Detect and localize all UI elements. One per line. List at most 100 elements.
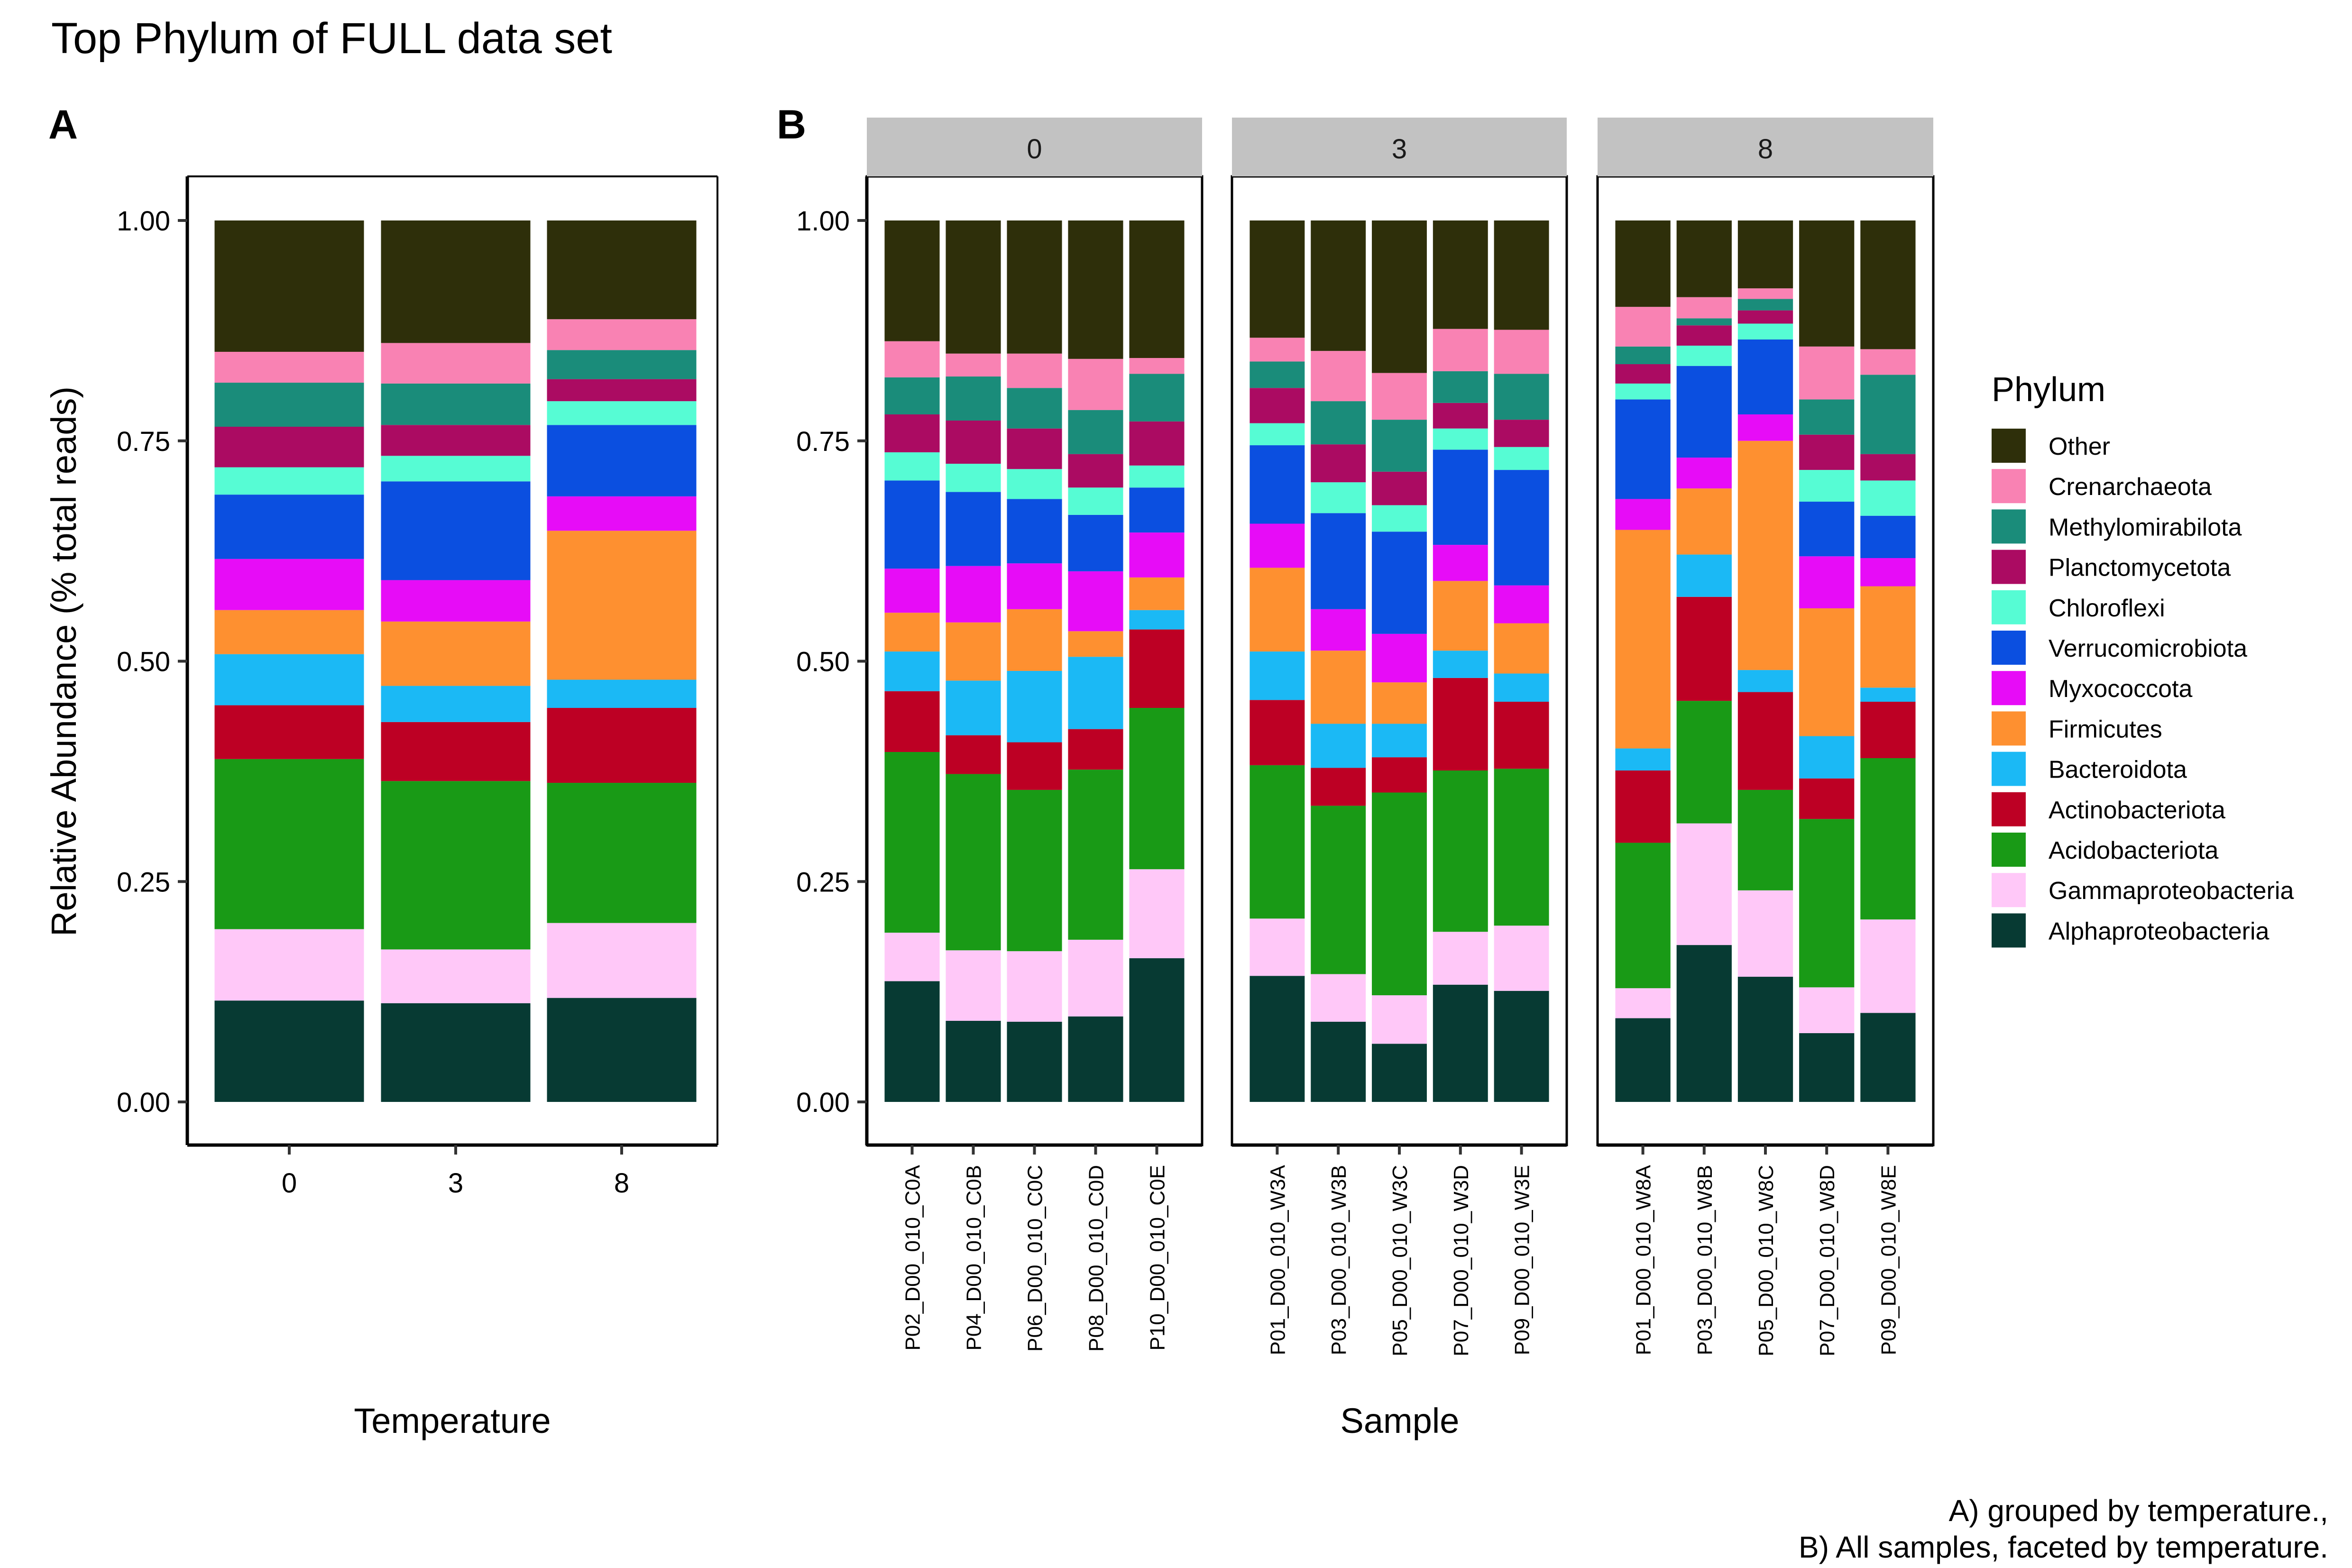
bar-segment-methylomirabilota-p01-d00-010-w8a [1615, 346, 1671, 365]
bar-segment-acidobacteriota-p01-d00-010-w8a [1615, 843, 1671, 989]
panel-b: B 0 P02_D00_010_C0A P04_D00_010_C0B P06_D00_… [777, 102, 1935, 1440]
bar-segment-gammaproteobacteria-3 [381, 949, 531, 1003]
bar-segment-other-p07-d00-010-w3d [1433, 220, 1488, 329]
facet-x-tick-label: P08_D00_010_C0D [1085, 1165, 1108, 1352]
bar-segment-chloroflexi-p05-d00-010-w3c [1372, 505, 1427, 532]
bar-segment-alphaproteobacteria-3 [381, 1003, 531, 1102]
facet-strip [867, 118, 1202, 176]
bar-segment-methylomirabilota-p03-d00-010-w8b [1676, 318, 1732, 326]
bar-segment-crenarchaeota-p09-d00-010-w3e [1494, 330, 1549, 374]
bar-segment-other-8 [547, 220, 697, 320]
bar-segment-chloroflexi-p08-d00-010-c0d [1068, 487, 1123, 515]
bar-segment-crenarchaeota-8 [547, 319, 697, 350]
bar-segment-alphaproteobacteria-p02-d00-010-c0a [884, 981, 940, 1102]
bar-segment-myxococcota-p10-d00-010-c0e [1129, 532, 1185, 578]
bar-segment-planctomycetota-p03-d00-010-w3b [1311, 444, 1366, 483]
bar-segment-actinobacteriota-p05-d00-010-w8c [1737, 692, 1793, 790]
bar-segment-myxococcota-p06-d00-010-c0c [1007, 563, 1062, 609]
legend-label-crenarchaeota: Crenarchaeota [2049, 473, 2212, 501]
bar-segment-alphaproteobacteria-p04-d00-010-c0b [946, 1020, 1001, 1102]
bar-segment-planctomycetota-p01-d00-010-w3a [1250, 388, 1305, 423]
bar-segment-myxococcota-p03-d00-010-w8b [1676, 458, 1732, 489]
bar-segment-gammaproteobacteria-p08-d00-010-c0d [1068, 939, 1123, 1017]
bar-segment-actinobacteriota-8 [547, 708, 697, 783]
bar-segment-actinobacteriota-3 [381, 722, 531, 781]
bar-segment-firmicutes-p05-d00-010-w3c [1372, 682, 1427, 724]
legend-swatch-bacteroidota [1992, 752, 2026, 786]
bar-segment-planctomycetota-p09-d00-010-w8e [1860, 454, 1916, 481]
bar-segment-myxococcota-p09-d00-010-w8e [1860, 558, 1916, 587]
facet-0: 0 P02_D00_010_C0A P04_D00_010_C0B P06_D00_0… [865, 118, 1204, 1352]
bar-segment-myxococcota-p08-d00-010-c0d [1068, 571, 1123, 632]
bar-segment-actinobacteriota-p08-d00-010-c0d [1068, 729, 1123, 770]
bar-segment-planctomycetota-p07-d00-010-w8d [1799, 434, 1855, 470]
bar-segment-bacteroidota-p01-d00-010-w3a [1250, 651, 1305, 700]
bar-segment-chloroflexi-p07-d00-010-w8d [1799, 470, 1855, 502]
bar-segment-myxococcota-p01-d00-010-w3a [1250, 523, 1305, 568]
figure-title: Top Phylum of FULL data set [51, 14, 612, 63]
bar-segment-firmicutes-0 [214, 610, 364, 654]
bar-segment-crenarchaeota-p08-d00-010-c0d [1068, 358, 1123, 410]
facet-x-tick-label: P09_D00_010_W3E [1511, 1165, 1534, 1355]
bar-segment-gammaproteobacteria-p04-d00-010-c0b [946, 950, 1001, 1021]
bar-segment-other-p05-d00-010-w3c [1372, 220, 1427, 373]
legend-label-bacteroidota: Bacteroidota [2049, 756, 2187, 784]
bar-segment-verrucomicrobiota-p06-d00-010-c0c [1007, 499, 1062, 564]
bar-segment-alphaproteobacteria-p05-d00-010-w8c [1737, 977, 1793, 1102]
bar-segment-actinobacteriota-p07-d00-010-w8d [1799, 778, 1855, 819]
bar-segment-crenarchaeota-p04-d00-010-c0b [946, 353, 1001, 377]
bar-segment-chloroflexi-0 [214, 467, 364, 495]
bar-segment-firmicutes-p08-d00-010-c0d [1068, 631, 1123, 657]
legend-title: Phylum [1992, 371, 2105, 409]
bar-segment-myxococcota-p05-d00-010-w8c [1737, 414, 1793, 441]
legend-swatch-verrucomicrobiota [1992, 631, 2026, 665]
bar-segment-firmicutes-p09-d00-010-w8e [1860, 586, 1916, 688]
bar-segment-firmicutes-p04-d00-010-c0b [946, 622, 1001, 681]
facet-x-tick-label: P05_D00_010_W8C [1755, 1165, 1778, 1357]
bar-segment-planctomycetota-p01-d00-010-w8a [1615, 364, 1671, 384]
bar-segment-acidobacteriota-p05-d00-010-w3c [1372, 792, 1427, 996]
bar-segment-verrucomicrobiota-p07-d00-010-w8d [1799, 502, 1855, 557]
bar-segment-gammaproteobacteria-p03-d00-010-w3b [1311, 974, 1366, 1022]
bar-segment-gammaproteobacteria-p09-d00-010-w8e [1860, 919, 1916, 1013]
bar-segment-bacteroidota-p05-d00-010-w8c [1737, 670, 1793, 692]
panel-b-y-tick-label: 0.75 [796, 426, 850, 457]
bar-segment-alphaproteobacteria-p07-d00-010-w8d [1799, 1033, 1855, 1102]
bar-segment-bacteroidota-p09-d00-010-w3e [1494, 673, 1549, 702]
facet-strip-label: 8 [1758, 134, 1773, 165]
bar-segment-methylomirabilota-p06-d00-010-c0c [1007, 388, 1062, 429]
panel-a-x-tick-label: 3 [448, 1168, 463, 1199]
bar-segment-verrucomicrobiota-p01-d00-010-w3a [1250, 445, 1305, 524]
legend-swatch-crenarchaeota [1992, 469, 2026, 504]
bar-segment-methylomirabilota-p07-d00-010-w8d [1799, 399, 1855, 435]
panel-b-x-axis-title: Sample [1341, 1401, 1460, 1440]
facet-x-tick-label: P01_D00_010_W3A [1266, 1165, 1289, 1355]
bar-segment-gammaproteobacteria-p06-d00-010-c0c [1007, 951, 1062, 1022]
caption-line-1: A) grouped by temperature., [1949, 1494, 2328, 1528]
bar-segment-gammaproteobacteria-p03-d00-010-w8b [1676, 823, 1732, 945]
bar-segment-firmicutes-p05-d00-010-w8c [1737, 440, 1793, 670]
bar-segment-crenarchaeota-p01-d00-010-w3a [1250, 338, 1305, 362]
panel-a-label: A [48, 102, 78, 147]
bar-segment-alphaproteobacteria-p09-d00-010-w3e [1494, 990, 1549, 1102]
bar-segment-actinobacteriota-p07-d00-010-w3d [1433, 678, 1488, 771]
bar-segment-myxococcota-3 [381, 580, 531, 622]
bar-segment-bacteroidota-p02-d00-010-c0a [884, 651, 940, 691]
bar-segment-other-p03-d00-010-w3b [1311, 220, 1366, 351]
bar-segment-alphaproteobacteria-p10-d00-010-c0e [1129, 958, 1185, 1102]
bar-segment-crenarchaeota-p07-d00-010-w8d [1799, 346, 1855, 400]
bar-segment-crenarchaeota-3 [381, 343, 531, 384]
bar-segment-gammaproteobacteria-p05-d00-010-w3c [1372, 995, 1427, 1044]
bar-segment-bacteroidota-p10-d00-010-c0e [1129, 610, 1185, 630]
bar-segment-alphaproteobacteria-0 [214, 1000, 364, 1102]
bar-segment-actinobacteriota-p09-d00-010-w3e [1494, 702, 1549, 769]
legend-label-planctomycetota: Planctomycetota [2049, 554, 2231, 582]
bar-segment-methylomirabilota-p08-d00-010-c0d [1068, 410, 1123, 454]
bar-segment-chloroflexi-3 [381, 456, 531, 482]
bar-segment-planctomycetota-p03-d00-010-w8b [1676, 325, 1732, 346]
panel-a-x-axis-title: Temperature [354, 1401, 551, 1440]
facet-x-tick-label: P10_D00_010_C0E [1146, 1165, 1169, 1350]
bar-segment-planctomycetota-p08-d00-010-c0d [1068, 454, 1123, 488]
bar-segment-alphaproteobacteria-8 [547, 998, 697, 1102]
bar-segment-other-3 [381, 220, 531, 343]
